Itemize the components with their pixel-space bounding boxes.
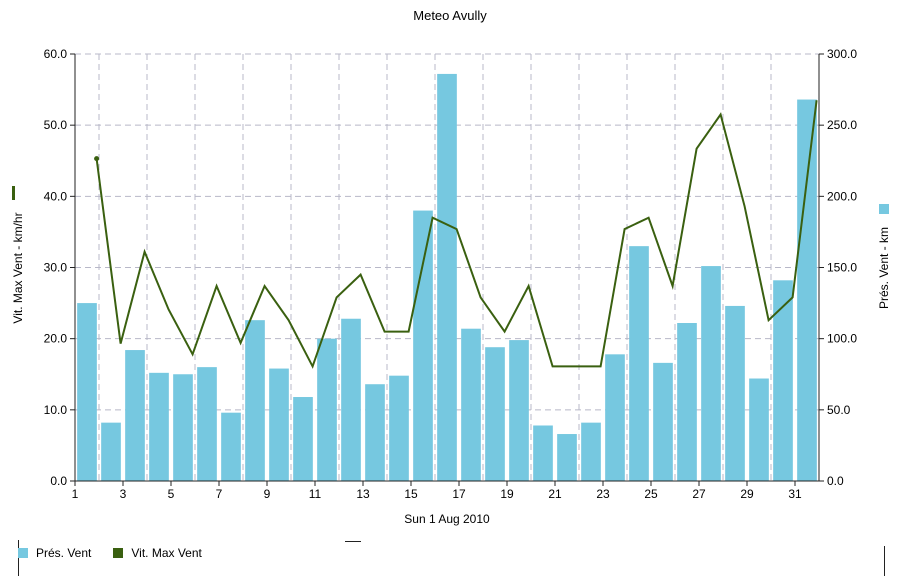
bar	[629, 246, 649, 481]
bar	[77, 303, 97, 481]
legend-item-bars: Prés. Vent	[18, 546, 91, 560]
legend: Prés. Vent Vit. Max Vent	[18, 546, 224, 560]
x-tick-label: 23	[596, 487, 610, 501]
x-tick-label: 15	[404, 487, 418, 501]
line-start-point	[94, 156, 100, 162]
bar	[245, 320, 265, 481]
bar	[293, 397, 313, 481]
x-tick-label: 3	[120, 487, 127, 501]
legend-swatch-line	[113, 548, 124, 558]
bar	[437, 73, 457, 481]
y-right-tick-label: 150.0	[827, 261, 857, 275]
bar	[605, 354, 625, 481]
y-axis-right-label: Prés. Vent - km	[877, 226, 891, 310]
x-tick-label: 11	[309, 487, 322, 501]
y-axis-left-label: Vit. Max Vent - km/hr	[11, 212, 25, 324]
x-tick-label: 21	[548, 487, 562, 501]
y-left-tick-label: 30.0	[44, 261, 68, 275]
y-left-tick-label: 10.0	[44, 403, 68, 417]
x-tick-label: 25	[644, 487, 658, 501]
bar	[509, 340, 529, 481]
bar	[533, 425, 553, 481]
y-right-tick-label: 200.0	[827, 189, 857, 203]
x-tick-label: 13	[356, 487, 370, 501]
legend-swatch-bars	[18, 548, 28, 558]
bar	[197, 367, 217, 481]
bar	[317, 338, 337, 481]
x-tick-label: 1	[72, 487, 79, 501]
x-tick-label: 31	[788, 487, 802, 501]
x-tick-label: 29	[740, 487, 754, 501]
legend-label-line: Vit. Max Vent	[131, 546, 202, 560]
chart-title: Meteo Avully	[413, 8, 487, 23]
bar	[341, 318, 361, 481]
x-tick-label: 7	[216, 487, 223, 501]
legend-item-line: Vit. Max Vent	[113, 546, 202, 560]
bar	[461, 328, 481, 481]
bar	[173, 374, 193, 481]
bar	[149, 372, 169, 481]
y-axis-right-series-marker	[879, 204, 889, 214]
x-tick-label: 17	[452, 487, 466, 501]
x-tick-label: 27	[692, 487, 706, 501]
bar	[773, 280, 793, 481]
legend-label-bars: Prés. Vent	[36, 546, 92, 560]
x-tick-label: 19	[500, 487, 514, 501]
legend-frame-left	[18, 540, 19, 576]
y-right-tick-label: 100.0	[827, 332, 857, 346]
bar	[797, 99, 817, 482]
bar	[653, 362, 673, 481]
y-right-tick-label: 300.0	[827, 47, 857, 61]
legend-frame-right	[884, 546, 885, 576]
x-tick-label: 5	[168, 487, 175, 501]
y-right-tick-label: 50.0	[827, 403, 851, 417]
bar	[725, 305, 745, 481]
bar	[581, 422, 601, 481]
bar	[101, 422, 121, 481]
bar	[269, 368, 289, 481]
bar	[365, 384, 385, 481]
y-left-tick-label: 40.0	[44, 189, 68, 203]
legend-frame-mark	[345, 541, 361, 542]
y-axis-left-series-marker	[12, 186, 15, 200]
y-right-tick-label: 0.0	[827, 474, 844, 488]
x-tick-label: 9	[264, 487, 271, 501]
y-left-tick-label: 60.0	[44, 47, 68, 61]
bar	[749, 378, 769, 481]
y-left-tick-label: 50.0	[44, 118, 68, 132]
bar	[413, 210, 433, 482]
x-axis-label: Sun 1 Aug 2010	[404, 512, 490, 526]
bar	[125, 350, 145, 481]
bar	[701, 266, 721, 481]
bar	[221, 412, 241, 481]
y-right-tick-label: 250.0	[827, 118, 857, 132]
bar	[485, 347, 505, 481]
bar	[389, 375, 409, 481]
line-series	[95, 100, 818, 369]
bar	[677, 323, 697, 481]
bar	[557, 434, 577, 481]
y-left-tick-label: 0.0	[50, 474, 67, 488]
y-left-tick-label: 20.0	[44, 332, 68, 346]
